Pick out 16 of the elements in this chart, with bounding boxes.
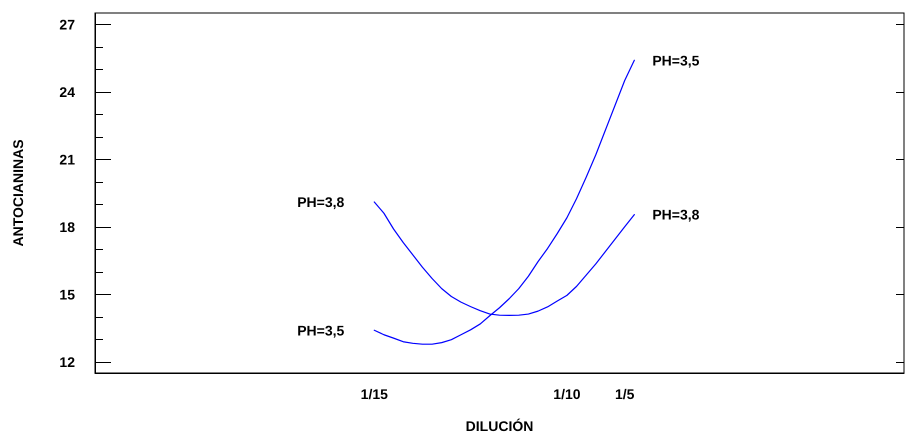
x-axis-title: DILUCIÓN bbox=[466, 418, 534, 434]
y-axis-title: ANTOCIANINAS bbox=[10, 139, 26, 247]
y-tick-label: 12 bbox=[59, 354, 76, 370]
text: PH=3,8 bbox=[297, 194, 344, 210]
series-label: PH=3,8 bbox=[652, 206, 700, 223]
x-tick-label: 1/10 bbox=[553, 386, 581, 402]
y-tick-label: 15 bbox=[59, 286, 76, 302]
x-tick-label: 1/15 bbox=[360, 386, 388, 402]
y-tick-label: 27 bbox=[59, 16, 76, 32]
series-label: PH=3,5 bbox=[652, 52, 700, 68]
x-tick-label: 1/5 bbox=[614, 386, 635, 402]
y-tick-label: 24 bbox=[59, 84, 76, 100]
y-tick-label: 18 bbox=[59, 218, 76, 235]
line-series bbox=[374, 60, 635, 345]
text: PH=3,5 bbox=[297, 322, 344, 338]
y-tick-label: 21 bbox=[59, 151, 76, 168]
